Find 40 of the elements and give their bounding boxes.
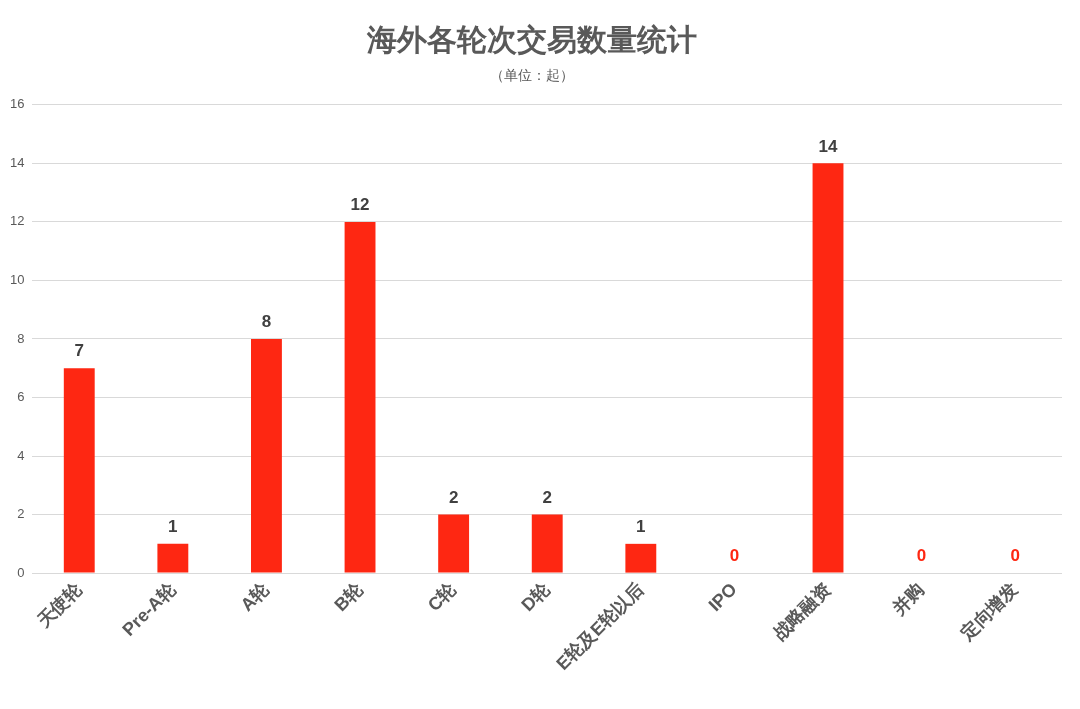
data-label: 0 <box>916 546 927 566</box>
data-label: 12 <box>350 195 370 215</box>
y-tick-label: 2 <box>17 506 25 522</box>
x-tick-label: IPO <box>704 578 741 616</box>
x-tick-label: D轮 <box>517 578 555 616</box>
x-tick-label: 定向增发 <box>955 578 1022 645</box>
y-tick-label: 0 <box>17 564 25 580</box>
y-tick-label: 14 <box>9 154 25 170</box>
data-label: 0 <box>729 546 740 566</box>
x-tick-label: C轮 <box>423 578 461 616</box>
data-label: 0 <box>1010 546 1020 566</box>
y-tick-label: 12 <box>9 213 25 229</box>
x-tick-label: 并购 <box>887 578 928 620</box>
data-label: 14 <box>818 136 839 156</box>
bar <box>63 368 95 573</box>
y-tick-label: 8 <box>17 330 25 346</box>
data-label: 1 <box>636 517 646 537</box>
bar <box>531 514 563 573</box>
bar <box>251 338 282 573</box>
y-tick-label: 4 <box>17 447 25 463</box>
y-tick-label: 6 <box>17 389 25 405</box>
x-tick-label: 战略融资 <box>769 578 835 644</box>
bar <box>344 221 376 573</box>
bar <box>438 514 470 573</box>
x-tick-label: A轮 <box>236 578 274 616</box>
bar <box>625 543 657 573</box>
x-tick-label: B轮 <box>330 578 368 616</box>
data-label: 8 <box>261 312 272 332</box>
bar <box>812 163 844 573</box>
x-tick-label: E轮及E轮以后 <box>552 578 648 674</box>
y-tick-label: 10 <box>9 271 25 287</box>
data-label: 1 <box>168 517 178 537</box>
chart-subtitle: （单位：起） <box>490 67 574 84</box>
chart-title: 海外各轮次交易数量统计 <box>366 23 697 57</box>
x-tick-label: 天使轮 <box>32 578 87 632</box>
y-tick-label: 16 <box>9 96 25 112</box>
data-label: 2 <box>542 487 552 507</box>
data-label: 2 <box>448 487 459 507</box>
bar <box>157 543 189 573</box>
data-label: 7 <box>74 341 84 361</box>
